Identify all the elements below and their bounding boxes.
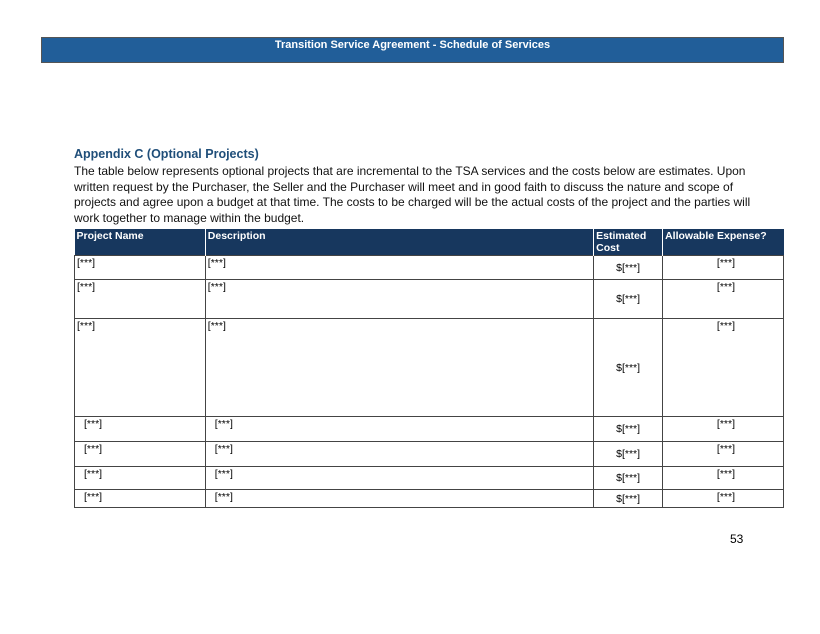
allowable-expense-cell: [***] bbox=[662, 318, 784, 417]
estimated-cost-cell: $[***] bbox=[593, 441, 664, 467]
column-header: Description bbox=[204, 229, 594, 256]
description-cell: [***] bbox=[204, 416, 595, 442]
column-header: Allowable Expense? bbox=[662, 229, 784, 256]
allowable-expense-cell: [***] bbox=[662, 279, 784, 319]
project-name-cell: [***] bbox=[74, 318, 206, 417]
column-header: Estimated Cost bbox=[593, 229, 663, 256]
estimated-cost-cell: $[***] bbox=[593, 466, 664, 490]
estimated-cost-cell: $[***] bbox=[593, 416, 664, 442]
description-cell: [***] bbox=[204, 466, 595, 490]
header-banner: Transition Service Agreement - Schedule … bbox=[41, 37, 784, 63]
column-header: Project Name bbox=[74, 229, 206, 256]
allowable-expense-cell: [***] bbox=[662, 255, 784, 280]
description-cell: [***] bbox=[204, 441, 595, 467]
project-name-cell: [***] bbox=[74, 255, 206, 280]
table-row: [***] [***] $[***] [***] bbox=[74, 255, 784, 280]
allowable-expense-cell: [***] bbox=[662, 466, 784, 490]
allowable-expense-cell: [***] bbox=[662, 416, 784, 442]
estimated-cost-cell: $[***] bbox=[593, 318, 664, 417]
project-name-cell: [***] bbox=[74, 279, 206, 319]
table-row: [***] [***] $[***] [***] bbox=[74, 441, 784, 467]
section-body: The table below represents optional proj… bbox=[74, 164, 751, 225]
project-name-cell: [***] bbox=[74, 466, 206, 490]
section-heading: Appendix C (Optional Projects) bbox=[74, 147, 259, 161]
project-name-cell: [***] bbox=[74, 489, 206, 508]
projects-table: Project Name Description Estimated Cost … bbox=[74, 229, 784, 508]
table-row: [***] [***] $[***] [***] bbox=[74, 279, 784, 319]
description-cell: [***] bbox=[204, 279, 595, 319]
allowable-expense-cell: [***] bbox=[662, 489, 784, 508]
project-name-cell: [***] bbox=[74, 441, 206, 467]
allowable-expense-cell: [***] bbox=[662, 441, 784, 467]
table-row: [***] [***] $[***] [***] bbox=[74, 416, 784, 442]
estimated-cost-cell: $[***] bbox=[593, 255, 664, 280]
estimated-cost-cell: $[***] bbox=[593, 489, 664, 508]
table-row: [***] [***] $[***] [***] bbox=[74, 489, 784, 508]
table-row: [***] [***] $[***] [***] bbox=[74, 318, 784, 417]
table-header-row: Project Name Description Estimated Cost … bbox=[74, 229, 784, 256]
description-cell: [***] bbox=[204, 318, 595, 417]
page-number: 53 bbox=[730, 532, 744, 546]
project-name-cell: [***] bbox=[74, 416, 206, 442]
description-cell: [***] bbox=[204, 489, 595, 508]
estimated-cost-cell: $[***] bbox=[593, 279, 664, 319]
description-cell: [***] bbox=[204, 255, 595, 280]
table-row: [***] [***] $[***] [***] bbox=[74, 466, 784, 490]
